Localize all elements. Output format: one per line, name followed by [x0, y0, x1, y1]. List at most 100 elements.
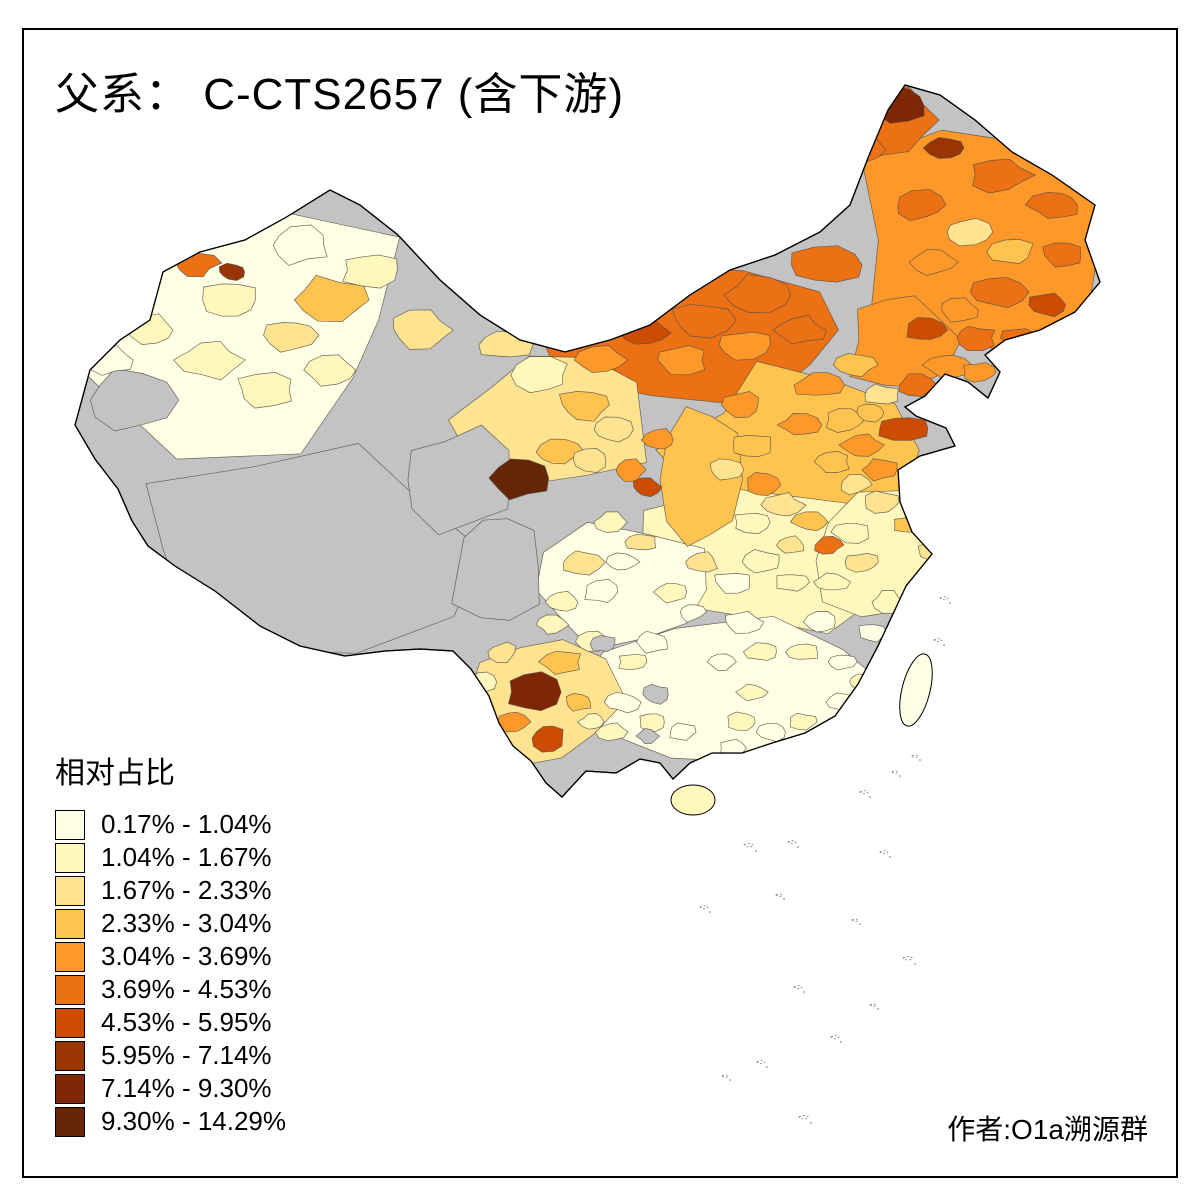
taiwan-island [899, 653, 933, 727]
legend-row: 3.04% - 3.69% [55, 940, 286, 973]
map-region [734, 513, 771, 534]
legend-swatch [55, 1073, 85, 1104]
small-island [756, 1060, 766, 1065]
legend-swatch [55, 809, 85, 840]
map-region [589, 635, 616, 652]
map-region [922, 137, 965, 159]
map-region [407, 424, 511, 536]
small-island-dot [914, 963, 916, 965]
mainland-outline [74, 84, 1101, 798]
map-region [838, 433, 886, 457]
map-region [487, 641, 516, 663]
map-region [969, 277, 1030, 309]
small-island-dot [899, 775, 901, 777]
map-region [145, 443, 483, 654]
small-island-dot [783, 898, 785, 900]
map-region [776, 413, 823, 436]
map-region [860, 697, 886, 715]
map-region [652, 582, 688, 604]
legend-swatch [55, 941, 85, 972]
map-region [593, 511, 628, 533]
map-region [535, 438, 585, 465]
small-island-dot [869, 796, 871, 798]
author-credit: 作者:O1a溯源群 [947, 1114, 1148, 1145]
small-island [869, 1003, 877, 1007]
map-region [593, 416, 634, 443]
map-region [451, 518, 540, 621]
legend-swatch [55, 1040, 85, 1071]
map-region [720, 391, 760, 418]
map-region [706, 653, 737, 671]
legend-row: 3.69% - 4.53% [55, 973, 286, 1006]
small-island [891, 770, 899, 774]
legend-row: 1.04% - 1.67% [55, 841, 286, 874]
map-region [972, 158, 1037, 194]
map-region [263, 322, 320, 353]
map-region [671, 303, 737, 339]
map-region [898, 373, 938, 397]
map-region [776, 574, 811, 592]
map-region [908, 249, 960, 276]
legend-row: 9.30% - 14.29% [55, 1105, 286, 1138]
small-island [911, 754, 919, 758]
legend-row: 5.95% - 7.14% [55, 1039, 286, 1072]
map-region [635, 630, 668, 654]
map-region [714, 573, 750, 594]
map-region [563, 550, 607, 576]
map-region [640, 428, 674, 450]
map-region [789, 712, 818, 731]
legend-swatch [55, 1007, 85, 1038]
map-region [897, 188, 947, 222]
map-region [468, 671, 498, 693]
map-region [642, 684, 669, 705]
hainan-island [670, 784, 716, 816]
map-region [725, 610, 765, 634]
map-region [90, 368, 180, 432]
map-region [635, 728, 661, 744]
map-region [830, 522, 869, 544]
map-region [531, 725, 564, 753]
map-region [921, 355, 973, 378]
map-region [963, 362, 997, 383]
map-region [723, 274, 791, 313]
legend-label: 4.53% - 5.95% [101, 1007, 272, 1037]
map-region [558, 391, 610, 422]
map-region [735, 683, 769, 702]
small-island [721, 1074, 729, 1078]
legend-label: 0.17% - 1.04% [101, 809, 272, 839]
small-island-dot [810, 1122, 812, 1124]
map-region [772, 314, 827, 345]
map-region [861, 458, 898, 482]
legend-label: 5.95% - 7.14% [101, 1040, 272, 1070]
legend-swatch [55, 1106, 85, 1137]
small-island [798, 1115, 810, 1120]
legend-swatch [55, 908, 85, 939]
map-region [856, 403, 885, 423]
map-region [218, 262, 245, 281]
map-region [576, 713, 605, 730]
map-region [733, 435, 771, 457]
map-region [669, 722, 697, 741]
map-region [858, 624, 887, 643]
map-region [657, 345, 706, 376]
small-island-dot [797, 846, 799, 848]
small-island-dot [943, 644, 945, 646]
legend-label: 2.33% - 3.04% [101, 908, 272, 938]
map-region [709, 458, 745, 481]
map-region [272, 224, 328, 266]
small-island-dot [729, 1079, 731, 1081]
map-region [791, 245, 863, 283]
legend-row: 4.53% - 5.95% [55, 1006, 286, 1039]
small-island [830, 1035, 840, 1040]
map-region [537, 650, 582, 675]
map-region [1028, 292, 1067, 318]
small-island [775, 893, 783, 897]
map-region [793, 372, 846, 396]
map-region [632, 477, 663, 497]
legend-label: 3.04% - 3.69% [101, 941, 272, 971]
map-region [488, 458, 550, 501]
map-region [864, 383, 899, 405]
legend: 相对占比 0.17% - 1.04% 1.04% - 1.67% 1.67% - 2… [55, 748, 286, 1138]
small-island [851, 918, 859, 922]
map-region [293, 274, 370, 322]
